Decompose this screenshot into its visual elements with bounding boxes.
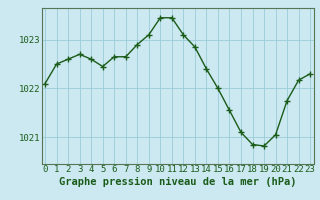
X-axis label: Graphe pression niveau de la mer (hPa): Graphe pression niveau de la mer (hPa) (59, 177, 296, 187)
